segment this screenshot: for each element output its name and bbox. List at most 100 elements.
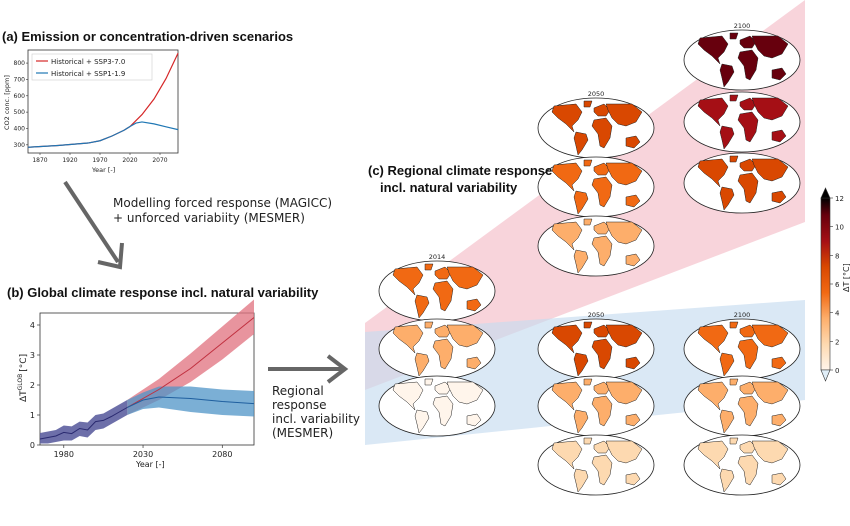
panel-a-heading: (a) Emission or concentration-driven sce… <box>2 29 294 44</box>
historical-mean-line <box>39 407 128 440</box>
map-land <box>737 49 759 81</box>
panel-b-xlabel: Year [-] <box>135 460 165 469</box>
map-land <box>737 111 759 143</box>
panel-b-ylabel: ΔTGLOB[°C] <box>17 354 29 402</box>
map-year-label: 2100 <box>734 311 751 319</box>
legend-label-ssp370: Historical + SSP3-7.0 <box>51 58 125 66</box>
world-map: 2050 <box>537 311 655 380</box>
panel-a-ytick-label: 700 <box>14 76 26 83</box>
arrow2-caption-line4: (MESMER) <box>272 426 334 440</box>
panel-a-xtick-label: 1920 <box>62 157 77 164</box>
map-land <box>739 324 757 338</box>
map-land <box>573 468 589 493</box>
map-land <box>583 100 593 108</box>
map-land <box>605 221 643 245</box>
map-land <box>729 94 739 102</box>
panel-c-heading-line1: (c) Regional climate response <box>368 163 553 178</box>
map-land <box>771 356 787 370</box>
world-map <box>537 156 655 218</box>
series-ssp119-line <box>27 121 179 148</box>
legend-label-ssp119: Historical + SSP1-1.9 <box>51 70 125 78</box>
map-land <box>551 440 583 470</box>
map-land <box>737 172 759 204</box>
map-land <box>625 356 641 370</box>
map-land <box>751 324 789 348</box>
map-land <box>591 395 613 427</box>
map-land <box>625 472 641 486</box>
panel-a-ytick-label: 400 <box>14 125 26 132</box>
map-land <box>414 294 430 319</box>
colorbar-bottom-extend <box>820 369 831 382</box>
ssp370-mean-line <box>126 317 255 408</box>
legend-box <box>31 53 153 81</box>
map-land <box>729 32 739 40</box>
colorbar-top-extend <box>820 187 831 199</box>
map-land <box>729 437 739 445</box>
map-land <box>424 263 434 271</box>
map-land <box>424 321 434 329</box>
panel-a-xlabel: Year [-] <box>91 166 115 174</box>
world-map: 2050 <box>537 90 655 159</box>
map-land <box>697 97 729 127</box>
map-land <box>434 266 452 280</box>
panel-b-ytick-label: 0 <box>30 441 35 450</box>
arrow1-caption-line2: + unforced variabiity (MESMER) <box>113 211 305 225</box>
map-land <box>771 129 787 143</box>
map-land <box>697 381 729 411</box>
map-land <box>625 135 641 149</box>
panel-c-heading-line2: incl. natural variability <box>380 180 518 195</box>
map-land <box>751 97 789 121</box>
map-year-label: 2100 <box>734 22 751 30</box>
colorbar-tick-label: 10 <box>835 224 844 232</box>
map-land <box>751 35 789 59</box>
world-map: 2100 <box>683 311 801 380</box>
arrow2-caption-line2: response <box>272 398 327 412</box>
map-land <box>739 158 757 172</box>
arrow2-caption-line1: Regional <box>272 384 324 398</box>
map-land <box>739 440 757 454</box>
map-land <box>583 159 593 167</box>
map-land <box>466 413 482 427</box>
ssp119-uncertainty-band <box>127 386 254 417</box>
map-land <box>739 35 757 49</box>
panel-b-ytick-label: 4 <box>30 321 35 330</box>
map-land <box>446 266 484 290</box>
map-land <box>697 324 729 354</box>
map-land <box>593 221 611 235</box>
world-map <box>683 152 801 214</box>
map-land <box>751 381 789 405</box>
map-land <box>737 395 759 427</box>
map-land <box>771 67 787 81</box>
panel-a-ylabel: CO2 conc. [ppm] <box>3 75 11 130</box>
map-land <box>434 324 452 338</box>
map-land <box>719 125 735 150</box>
world-map <box>537 215 655 277</box>
panel-a-ytick-label: 800 <box>14 60 26 67</box>
map-land <box>392 324 424 354</box>
map-land <box>414 352 430 377</box>
world-map: 2014 <box>378 253 496 322</box>
world-map <box>683 375 801 437</box>
colorbar-tick-label: 4 <box>835 310 840 318</box>
map-land <box>625 413 641 427</box>
map-land <box>392 381 424 411</box>
panel-b-ytick-label: 1 <box>30 411 35 420</box>
map-land <box>434 381 452 395</box>
map-land <box>729 378 739 386</box>
map-land <box>593 440 611 454</box>
map-land <box>551 103 583 133</box>
panel-c-heading: (c) Regional climate response incl. natu… <box>368 162 552 196</box>
map-land <box>573 409 589 434</box>
map-land <box>697 158 729 188</box>
map-land <box>591 235 613 267</box>
colorbar-tick-label: 2 <box>835 338 839 346</box>
historical-uncertainty-band <box>40 400 128 444</box>
panel-a-ytick-label: 500 <box>14 109 26 116</box>
map-land <box>424 378 434 386</box>
panel-a-xtick-label: 1870 <box>32 157 47 164</box>
map-land <box>737 338 759 370</box>
map-land <box>573 352 589 377</box>
panel-a-xtick-label: 2020 <box>122 157 137 164</box>
arrow1-caption-line1: Modelling forced response (MAGICC) <box>113 196 333 210</box>
